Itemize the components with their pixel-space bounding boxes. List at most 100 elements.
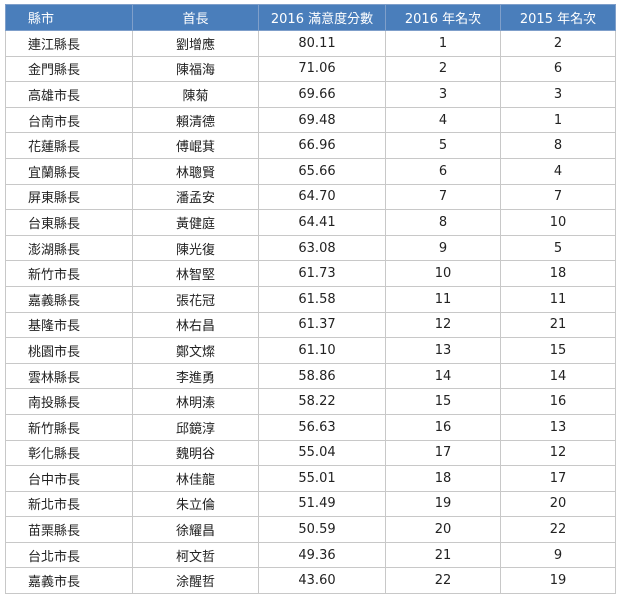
table-body: 連江縣長 劉增應 80.11 1 2 金門縣長 陳福海 71.06 2 6 高雄市長 陳菊 69.66 3…	[5, 30, 616, 595]
table-cell: 43.60	[258, 567, 386, 595]
table-cell: 林聰賢	[132, 157, 259, 185]
table-cell: 65.66	[258, 157, 386, 185]
table-cell: 嘉義縣長	[5, 285, 133, 313]
header-cell: 2016 滿意度分數	[258, 4, 386, 31]
table-cell: 5	[500, 234, 616, 262]
table-cell: 15	[385, 388, 501, 415]
table-cell: 16	[500, 388, 616, 415]
table-cell: 19	[500, 567, 616, 595]
table-cell: 16	[385, 413, 501, 441]
table-cell: 桃園市長	[5, 337, 133, 364]
table-cell: 17	[500, 465, 616, 492]
table-cell: 55.01	[258, 465, 386, 492]
table-cell: 20	[385, 516, 501, 543]
table-head: 縣市 首長 2016 滿意度分數 2016 年名次 2015 年名次	[5, 4, 616, 31]
table-cell: 80.11	[258, 30, 386, 57]
table-row: 金門縣長 陳福海 71.06 2 6	[5, 55, 616, 83]
table-cell: 台北市長	[5, 541, 133, 569]
table-cell: 賴清德	[132, 106, 259, 134]
table-cell: 台東縣長	[5, 209, 133, 236]
table-row: 新竹市長 林智堅 61.73 10 18	[5, 260, 616, 287]
table-cell: 潘孟安	[132, 183, 259, 211]
table-cell: 61.58	[258, 285, 386, 313]
table-cell: 朱立倫	[132, 490, 259, 518]
table-cell: 18	[500, 260, 616, 287]
table-cell: 連江縣長	[5, 30, 133, 57]
table-cell: 4	[385, 106, 501, 134]
table-cell: 3	[385, 81, 501, 108]
table-cell: 陳福海	[132, 55, 259, 83]
table-cell: 台南市長	[5, 106, 133, 134]
table-cell: 69.48	[258, 106, 386, 134]
table-cell: 8	[385, 209, 501, 236]
table-cell: 黃健庭	[132, 209, 259, 236]
table-cell: 2	[500, 30, 616, 57]
table-row: 連江縣長 劉增應 80.11 1 2	[5, 30, 616, 57]
table-cell: 69.66	[258, 81, 386, 108]
table-cell: 傅崐萁	[132, 132, 259, 159]
table-cell: 61.73	[258, 260, 386, 287]
data-table: 縣市 首長 2016 滿意度分數 2016 年名次 2015 年名次 連江縣長 劉增應 80…	[5, 4, 616, 595]
table-cell: 15	[500, 337, 616, 364]
table-row: 花蓮縣長 傅崐萁 66.96 5 8	[5, 132, 616, 159]
table-cell: 李進勇	[132, 362, 259, 390]
table-row: 彰化縣長 魏明谷 55.04 17 12	[5, 439, 616, 467]
table-cell: 基隆市長	[5, 311, 133, 339]
table-cell: 14	[385, 362, 501, 390]
table-row: 台北市長 柯文哲 49.36 21 9	[5, 541, 616, 569]
table-cell: 63.08	[258, 234, 386, 262]
table-cell: 高雄市長	[5, 81, 133, 108]
table-cell: 71.06	[258, 55, 386, 83]
header-cell: 2016 年名次	[385, 4, 501, 31]
table-cell: 劉增應	[132, 30, 259, 57]
table-row: 雲林縣長 李進勇 58.86 14 14	[5, 362, 616, 390]
table-row: 高雄市長 陳菊 69.66 3 3	[5, 81, 616, 108]
table-cell: 64.41	[258, 209, 386, 236]
table-cell: 南投縣長	[5, 388, 133, 415]
table-row: 桃園市長 鄭文燦 61.10 13 15	[5, 337, 616, 364]
table-cell: 新竹市長	[5, 260, 133, 287]
table-cell: 7	[500, 183, 616, 211]
table-cell: 嘉義市長	[5, 567, 133, 595]
table-cell: 12	[500, 439, 616, 467]
table-row: 宜蘭縣長 林聰賢 65.66 6 4	[5, 157, 616, 185]
table-cell: 58.22	[258, 388, 386, 415]
table-cell: 2	[385, 55, 501, 83]
table-row: 台南市長 賴清德 69.48 4 1	[5, 106, 616, 134]
table-cell: 58.86	[258, 362, 386, 390]
table-cell: 邱鏡淳	[132, 413, 259, 441]
table-cell: 22	[385, 567, 501, 595]
table-cell: 陳菊	[132, 81, 259, 108]
table-cell: 56.63	[258, 413, 386, 441]
table-cell: 6	[500, 55, 616, 83]
table-cell: 新竹縣長	[5, 413, 133, 441]
table-cell: 61.37	[258, 311, 386, 339]
table-cell: 8	[500, 132, 616, 159]
table-cell: 11	[385, 285, 501, 313]
header-row: 縣市 首長 2016 滿意度分數 2016 年名次 2015 年名次	[5, 4, 616, 31]
table-cell: 19	[385, 490, 501, 518]
table-cell: 1	[500, 106, 616, 134]
table-cell: 7	[385, 183, 501, 211]
table-cell: 21	[500, 311, 616, 339]
table-cell: 彰化縣長	[5, 439, 133, 467]
table-row: 南投縣長 林明溱 58.22 15 16	[5, 388, 616, 415]
header-cell: 2015 年名次	[500, 4, 616, 31]
table-cell: 新北市長	[5, 490, 133, 518]
table-row: 新竹縣長 邱鏡淳 56.63 16 13	[5, 413, 616, 441]
table-cell: 魏明谷	[132, 439, 259, 467]
table-row: 屏東縣長 潘孟安 64.70 7 7	[5, 183, 616, 211]
table-cell: 20	[500, 490, 616, 518]
table-row: 台中市長 林佳龍 55.01 18 17	[5, 465, 616, 492]
table-cell: 9	[500, 541, 616, 569]
table-cell: 17	[385, 439, 501, 467]
table-cell: 林佳龍	[132, 465, 259, 492]
table-cell: 林右昌	[132, 311, 259, 339]
table-cell: 雲林縣長	[5, 362, 133, 390]
table-cell: 宜蘭縣長	[5, 157, 133, 185]
table-cell: 林明溱	[132, 388, 259, 415]
table-cell: 屏東縣長	[5, 183, 133, 211]
table-cell: 5	[385, 132, 501, 159]
table-cell: 台中市長	[5, 465, 133, 492]
